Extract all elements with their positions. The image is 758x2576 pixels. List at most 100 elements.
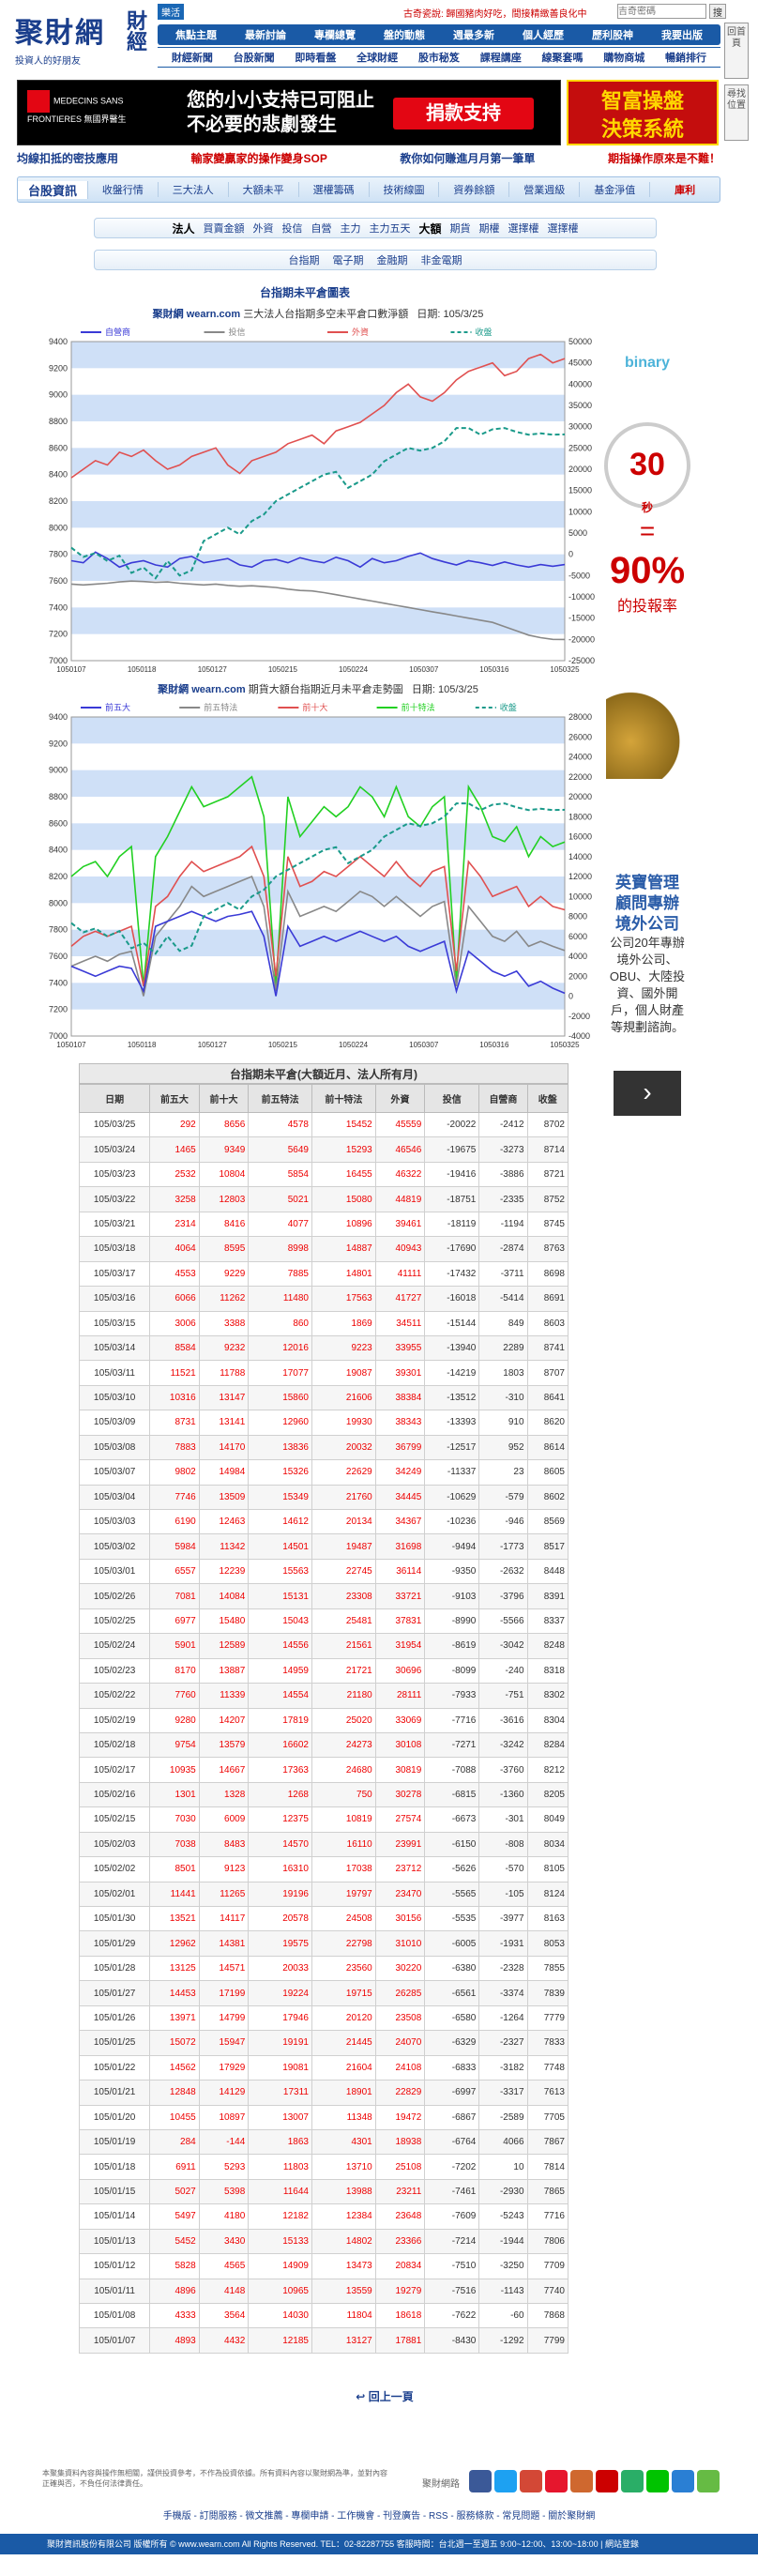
nav-top-item[interactable]: 我要出版 [661,30,703,41]
table-cell: 25481 [311,1608,376,1635]
home-side-button[interactable]: 回首頁 [724,23,749,79]
table-cell: 8337 [526,1608,569,1635]
nav-bottom: 財經新聞 台股新聞 即時看盤 全球財經 股市秘笈 課程講座 線聚套嗎 購物商城 … [158,47,720,68]
table-cell: 8745 [526,1211,569,1238]
main-nav-item[interactable]: 庫利 [675,185,696,196]
nav-bottom-item[interactable]: 台股新聞 [233,53,275,64]
legend-label: 前十特法 [402,702,435,712]
nav-top-item[interactable]: 週最多新 [453,30,494,41]
main-nav: 台股資訊 收盤行情 三大法人 大額未平 選權籌碼 技術線圖 資券餘額 營業週級 … [17,176,720,203]
ad-side[interactable]: binary 30 秒 = 90% 的投報率 [600,347,694,798]
twitter-icon[interactable] [494,2470,517,2492]
promo-link[interactable]: 均線扣抵的密技應用 [17,152,119,165]
app-icon[interactable] [697,2470,720,2492]
table-cell: 8205 [526,1781,569,1808]
table-cell: 12463 [198,1508,250,1535]
nav-top-item[interactable]: 盤的動態 [384,30,425,41]
subnav-item[interactable]: 自營 [311,223,332,235]
top-notice[interactable]: 古奇瓷說: 歸國豬肉好吃，間接精緻善良化中 [403,9,587,20]
main-nav-home[interactable]: 台股資訊 [18,180,88,199]
subnav-item[interactable]: 買賣金額 [203,223,245,235]
weibo-icon[interactable] [545,2470,568,2492]
subnav-item[interactable]: 期權 [478,223,500,235]
search-input[interactable] [617,4,706,19]
main-nav-item[interactable]: 收盤行情 [88,182,159,197]
table-cell: 8124 [526,1881,569,1908]
promo-link[interactable]: 教你如何賺進月月第一筆單 [400,152,536,165]
table-cell: 30278 [374,1781,426,1808]
donate-button[interactable]: 捐款支持 [393,98,534,130]
main-nav-item[interactable]: 大額未平 [229,182,299,197]
subnav-item[interactable]: 主力 [340,223,361,235]
table-cell: 34249 [374,1459,426,1486]
nav-top-item[interactable]: 專欄總覽 [314,30,356,41]
subnav-item[interactable]: 外資 [252,223,274,235]
nav-top-item[interactable]: 最新討論 [245,30,286,41]
main-nav-item[interactable]: 基金淨值 [580,182,651,197]
nav-bottom-item[interactable]: 課程講座 [479,53,522,64]
subnav-item[interactable]: 主力五天 [369,223,411,235]
main-nav-item[interactable]: 營業週級 [509,182,581,197]
main-nav-item[interactable]: 三大法人 [159,182,229,197]
subnav-item[interactable]: 期貨 [449,223,471,235]
y-left-tick: 8400 [49,846,68,855]
table-cell: 8741 [526,1334,569,1362]
nav-top-item[interactable]: 個人經歷 [523,30,564,41]
table-cell: 15043 [248,1608,312,1635]
main-nav-item[interactable]: 資券餘額 [439,182,510,197]
ad-side-2[interactable]: 英寶管理 顧問專辦 境外公司 公司20年專辦 境外公司、 OBU、大陸投 資、國… [600,873,694,1051]
nav-bottom-item[interactable]: 財經新聞 [171,53,213,64]
subnav-item[interactable]: 投信 [281,223,303,235]
blog-icon[interactable] [672,2470,694,2492]
tag-badge[interactable]: 樂活 [158,4,184,20]
facebook-icon[interactable] [469,2470,492,2492]
ad-banner[interactable]: MEDECINS SANS FRONTIERES 無國界醫生 您的小小支持已可阻… [17,80,561,145]
back-link[interactable]: ↩ 回上一頁 [356,2390,414,2403]
youtube-icon[interactable] [596,2470,618,2492]
site-logo[interactable]: 聚財網 投資人的好朋友 [15,9,128,67]
series-line [70,845,566,987]
main-nav-item[interactable]: 技術線圖 [370,182,440,197]
y-right-tick: 16000 [568,832,592,842]
main-nav-item[interactable]: 選權籌碼 [299,182,370,197]
nav-top-item[interactable]: 焦點主題 [175,30,217,41]
plurk-icon[interactable] [570,2470,593,2492]
subnav-item[interactable]: 選擇權 [547,223,579,235]
nav-bottom-item[interactable]: 線聚套嗎 [541,53,584,64]
promo-link[interactable]: 期指操作原來是不難！ [607,152,720,165]
table-cell: 19797 [311,1881,376,1908]
table-cell: -8099 [424,1657,480,1684]
table-cell: 1863 [248,2128,312,2156]
footer-links[interactable]: 手機版 - 訂閱服務 - 微文推薦 - 專欄申請 - 工作機會 - 刊登廣告 -… [162,2511,596,2522]
ad-right[interactable]: 智富操盤 決策系統 [567,80,719,145]
subnav-item[interactable]: 選擇權 [508,223,539,235]
nav-bottom-item[interactable]: 購物商城 [603,53,645,64]
table-cell: 8318 [526,1657,569,1684]
nav-bottom-item[interactable]: 全球財經 [356,53,399,64]
search-button[interactable]: 搜 [709,4,726,19]
subnav-item[interactable]: 台指期 [288,255,320,267]
locate-side-button[interactable]: 尋找位置 [724,84,749,141]
google-plus-icon[interactable] [520,2470,542,2492]
table-cell: 15080 [311,1186,376,1212]
table-cell: 8602 [526,1484,569,1511]
table-cell: 10965 [248,2278,312,2305]
table-row: 105/02/22 7760 11339 14554 21180 28111 -7933 -7… [78,1683,569,1709]
subnav-item[interactable]: 電子期 [332,255,364,267]
nav-bottom-item[interactable]: 股市秘笈 [417,53,460,64]
nav-top-item[interactable]: 歷利股神 [592,30,633,41]
table-cell: -9103 [424,1583,480,1609]
y-right-tick: 10000 [568,892,592,901]
subnav-item[interactable]: 非金電期 [420,255,462,267]
table-cell: 1328 [198,1781,250,1808]
next-arrow-button[interactable]: › [614,1071,681,1116]
nav-bottom-item[interactable]: 即時看盤 [295,53,337,64]
line-icon[interactable] [646,2470,669,2492]
nav-bottom-item[interactable]: 暢銷排行 [665,53,706,64]
table-cell: -9350 [424,1558,480,1585]
promo-link[interactable]: 輸家變贏家的操作變身SOP [190,152,327,165]
subnav-item[interactable]: 金融期 [376,255,408,267]
table-cell: -808 [478,1831,528,1858]
wechat-icon[interactable] [621,2470,644,2492]
table-header-cell: 自營商 [478,1084,528,1113]
